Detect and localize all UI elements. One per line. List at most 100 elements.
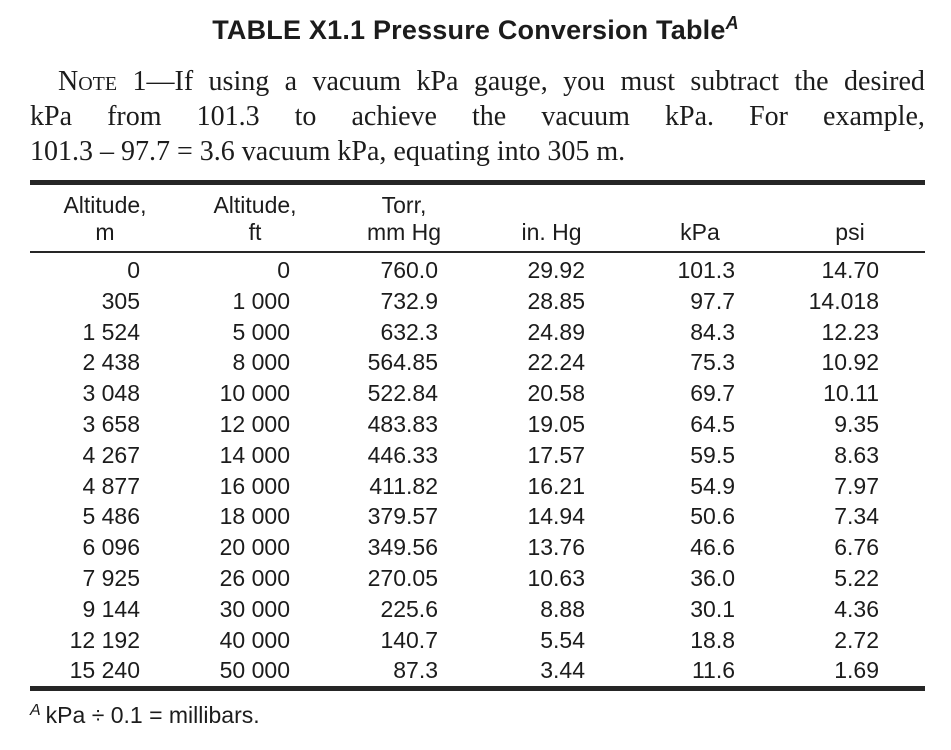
table-cell: 64.5 <box>690 410 735 437</box>
table-cell: 18 000 <box>219 503 290 530</box>
table-cell: 14.70 <box>821 257 879 283</box>
table-cell: 19.05 <box>527 410 585 437</box>
table-header-row: Altitude, m Altitude, ft Torr, mm Hg in.… <box>30 182 925 253</box>
table-cell: 564.85 <box>367 349 438 376</box>
table-row: 2 438 8 000 564.85 22.24 75.3 10.92 <box>30 347 925 378</box>
table-cell: 732.9 <box>380 287 438 314</box>
pressure-conversion-table: Altitude, m Altitude, ft Torr, mm Hg in.… <box>30 180 925 692</box>
table-cell: 4 877 <box>82 472 140 499</box>
note-word: kPa <box>416 66 459 97</box>
note-line-3: 101.3 – 97.7 = 3.6 vacuum kPa, equating … <box>30 136 626 167</box>
note-line-1: Note 1—If using a vacuum kPa gauge, you must subt… <box>30 64 925 99</box>
table-cell: 411.82 <box>369 472 438 499</box>
table-cell: 14.018 <box>808 287 879 314</box>
table-cell: 5 486 <box>82 503 140 530</box>
table-cell: 14.94 <box>527 503 585 530</box>
table-cell: 29.92 <box>527 257 585 283</box>
table-row: 4 267 14 000 446.33 17.57 59.5 8.63 <box>30 440 925 471</box>
note-paragraph: Note 1—If using a vacuum kPa gauge, you must subt… <box>30 64 925 169</box>
table-row: 305 1 000 732.9 28.85 97.7 14.018 <box>30 286 925 317</box>
table-row: 15 240 50 000 87.3 3.44 11.6 1.69 <box>30 655 925 688</box>
column-header-altitude-m: Altitude, m <box>30 182 180 253</box>
table-row: 0 0 760.0 29.92 101.3 14.70 <box>30 252 925 286</box>
table-body: 0 0 760.0 29.92 101.3 14.70 305 1 000 732.9 28.85… <box>30 252 925 689</box>
note-word: a <box>284 66 298 97</box>
table-cell: 0 <box>277 257 290 283</box>
table-cell: 349.56 <box>367 534 438 561</box>
table-cell: 2.72 <box>834 626 879 653</box>
table-cell: 20 000 <box>219 534 290 561</box>
table-cell: 5.22 <box>834 564 879 591</box>
note-word: subtract <box>690 66 780 97</box>
footnote-text: kPa ÷ 0.1 = millibars. <box>45 702 260 729</box>
table-cell: 18.8 <box>690 626 735 653</box>
table-cell: 5.54 <box>540 626 585 653</box>
table-row: 5 486 18 000 379.57 14.94 50.6 7.34 <box>30 501 925 532</box>
table-cell: 11.6 <box>691 657 735 684</box>
table-cell: 12 000 <box>219 410 290 437</box>
table-cell: 22.24 <box>527 349 585 376</box>
table-cell: 140.7 <box>380 626 438 653</box>
table-cell: 12 192 <box>69 626 140 653</box>
table-cell: 1 524 <box>82 318 140 345</box>
note-word: achieve <box>351 101 437 132</box>
column-header-psi: psi <box>775 182 925 253</box>
table-cell: 1 000 <box>232 287 290 314</box>
table-cell: 28.85 <box>527 287 585 314</box>
note-line-2: kPa from 101.3 to achieve the vacuum kPa. For exa… <box>30 99 925 134</box>
table-cell: 84.3 <box>690 318 735 345</box>
table-cell: 7 925 <box>82 564 140 591</box>
table-cell: 20.58 <box>527 380 585 407</box>
note-word: Note <box>58 66 118 97</box>
table-cell: 1.69 <box>834 657 879 684</box>
table-cell: 10.63 <box>527 564 585 591</box>
table-cell: 17.57 <box>527 441 585 468</box>
note-word: gauge, <box>473 66 548 97</box>
table-cell: 270.05 <box>367 564 438 591</box>
table-cell: 0 <box>127 257 140 283</box>
table-cell: 87.3 <box>393 657 438 684</box>
table-row: 1 524 5 000 632.3 24.89 84.3 12.23 <box>30 317 925 348</box>
footnote-superscript: A <box>30 702 41 720</box>
table-row: 6 096 20 000 349.56 13.76 46.6 6.76 <box>30 532 925 563</box>
table-cell: 4 267 <box>82 441 140 468</box>
table-cell: 8 000 <box>232 349 290 376</box>
table-cell: 75.3 <box>690 349 735 376</box>
table-row: 7 925 26 000 270.05 10.63 36.0 5.22 <box>30 563 925 594</box>
table-row: 9 144 30 000 225.6 8.88 30.1 4.36 <box>30 594 925 625</box>
table-cell: 14 000 <box>219 441 290 468</box>
table-cell: 483.83 <box>367 410 438 437</box>
table-cell: 97.7 <box>690 287 735 314</box>
note-word: kPa. <box>665 101 715 132</box>
table-cell: 3 048 <box>82 380 140 407</box>
table-cell: 15 240 <box>69 657 140 684</box>
table-cell: 2 438 <box>82 349 140 376</box>
column-header-torr-mmhg: Torr, mm Hg <box>330 182 478 253</box>
note-word: to <box>294 101 317 132</box>
note-word: vacuum <box>312 66 402 97</box>
table-cell: 225.6 <box>380 595 438 622</box>
table-cell: 9 144 <box>82 595 140 622</box>
table-cell: 13.76 <box>527 534 585 561</box>
column-header-kpa: kPa <box>625 182 775 253</box>
table-cell: 4.36 <box>834 595 879 622</box>
note-word: the <box>472 101 507 132</box>
table-cell: 760.0 <box>380 257 438 283</box>
table-cell: 446.33 <box>367 441 438 468</box>
table-cell: 50 000 <box>219 657 290 684</box>
table-cell: 54.9 <box>690 472 735 499</box>
table-cell: 46.6 <box>690 534 735 561</box>
table-row: 4 877 16 000 411.82 16.21 54.9 7.97 <box>30 471 925 502</box>
column-header-altitude-ft: Altitude, ft <box>180 182 330 253</box>
table-cell: 10.11 <box>823 380 879 407</box>
note-word: from <box>107 101 162 132</box>
table-cell: 379.57 <box>367 503 438 530</box>
table-cell: 36.0 <box>690 564 735 591</box>
table-cell: 101.3 <box>677 257 735 283</box>
table-cell: 305 <box>101 287 140 314</box>
table-cell: 522.84 <box>367 380 438 407</box>
table-cell: 50.6 <box>690 503 735 530</box>
table-cell: 8.63 <box>834 441 879 468</box>
table-cell: 8.88 <box>540 595 585 622</box>
